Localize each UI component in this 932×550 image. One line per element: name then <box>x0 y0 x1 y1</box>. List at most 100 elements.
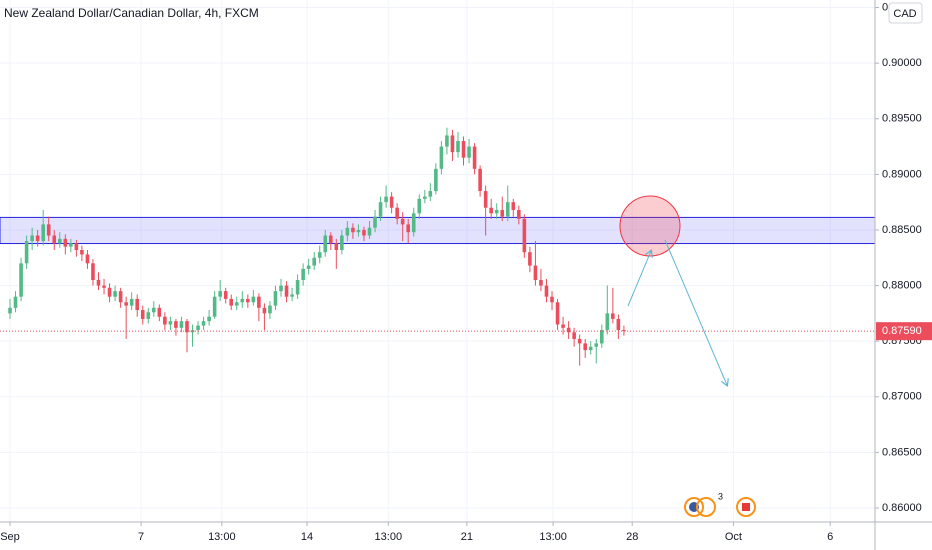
candle-body <box>279 285 283 292</box>
candle-body <box>317 252 322 258</box>
candle-body <box>8 307 12 314</box>
candle-body <box>124 302 128 306</box>
candle-body <box>57 238 62 244</box>
candle-body <box>340 235 344 250</box>
currency-box[interactable] <box>888 2 923 24</box>
candle-body <box>505 202 510 217</box>
candle-body <box>528 252 532 266</box>
candle-body <box>30 235 34 242</box>
candle-body <box>13 296 18 308</box>
candle-body <box>605 313 610 331</box>
candle-body <box>273 291 278 306</box>
x-tick-label: 13:00 <box>375 531 403 543</box>
candle-body <box>362 229 366 236</box>
price-zone <box>0 216 876 245</box>
candle-body <box>400 218 405 225</box>
candle-body <box>461 141 466 158</box>
candle-body <box>85 254 90 264</box>
candle-body <box>594 343 599 347</box>
candle-body <box>118 291 123 303</box>
x-tick-label: Oct <box>725 531 742 543</box>
candle-body <box>246 298 250 303</box>
candle-body <box>69 243 73 247</box>
candle-body <box>52 235 57 244</box>
candle-body <box>295 280 300 295</box>
current-price-box <box>876 322 932 341</box>
candle-body <box>257 296 261 308</box>
candle-body <box>445 135 449 147</box>
candle-body <box>550 296 554 303</box>
candle-body <box>544 285 549 297</box>
candle-body <box>423 196 427 199</box>
y-tick-label: 0.89000 <box>882 168 922 180</box>
candle-body <box>24 241 29 264</box>
y-tick-label: 0.86500 <box>882 446 922 458</box>
candle-body <box>378 202 383 217</box>
x-tick-label: 7 <box>138 531 144 543</box>
candle-body <box>561 324 565 328</box>
candle-body <box>201 321 206 326</box>
candle-body <box>46 224 51 236</box>
candle-body <box>417 198 422 214</box>
candle-body <box>384 196 388 203</box>
arrow-up[interactable] <box>627 251 651 307</box>
candle-body <box>306 265 311 269</box>
candles <box>0 127 875 366</box>
candle-body <box>107 287 112 297</box>
x-tick-label: 28 <box>626 531 638 543</box>
arrow-down[interactable] <box>664 239 727 385</box>
zone-layer <box>0 216 876 245</box>
x-tick-label: 13:00 <box>539 531 567 543</box>
candle-body <box>539 280 543 286</box>
candle-body <box>234 302 239 306</box>
candle-body <box>622 330 626 332</box>
candle-body <box>517 209 521 219</box>
candle-body <box>63 238 68 247</box>
candle-body <box>113 291 117 297</box>
candle-body <box>91 263 95 281</box>
candle-body <box>328 235 333 244</box>
candle-body <box>533 265 538 281</box>
candle-body <box>566 327 571 333</box>
candle-body <box>478 168 482 192</box>
y-tick-label: 0.88000 <box>882 279 922 291</box>
x-tick-label: 6 <box>827 531 833 543</box>
candle-body <box>472 146 477 169</box>
candle-body <box>351 227 355 233</box>
candle-body <box>146 312 151 319</box>
y-tick-label: 0.90000 <box>882 57 922 69</box>
candle-body <box>522 218 527 253</box>
x-tick-label: 21 <box>461 531 473 543</box>
candle-body <box>456 141 460 153</box>
candle-body <box>251 296 256 303</box>
candle-body <box>489 207 493 214</box>
grid <box>0 0 875 522</box>
event-icon[interactable] <box>696 497 716 517</box>
candle-body <box>212 296 217 317</box>
circle-drawing[interactable] <box>619 195 681 257</box>
candle-body <box>301 268 305 281</box>
candle-body <box>611 313 615 319</box>
candle-body <box>102 285 106 288</box>
candle-body <box>511 202 516 210</box>
candle-body <box>356 229 361 233</box>
candle-body <box>35 235 40 242</box>
candle-body <box>223 291 228 299</box>
candle-body <box>439 146 444 169</box>
candle-body <box>323 235 328 253</box>
candle-body <box>140 310 145 319</box>
event-count: 3 <box>718 491 723 501</box>
candle-body <box>367 227 372 236</box>
candle-body <box>500 209 505 217</box>
candle-body <box>555 302 560 325</box>
candle-body <box>135 298 140 311</box>
candle-body <box>174 321 178 328</box>
candle-body <box>434 168 438 192</box>
candle-body <box>262 307 267 314</box>
x-tick-label: Sep <box>0 531 20 543</box>
y-tick-label: 0.89500 <box>882 113 922 125</box>
candle-body <box>185 321 189 333</box>
